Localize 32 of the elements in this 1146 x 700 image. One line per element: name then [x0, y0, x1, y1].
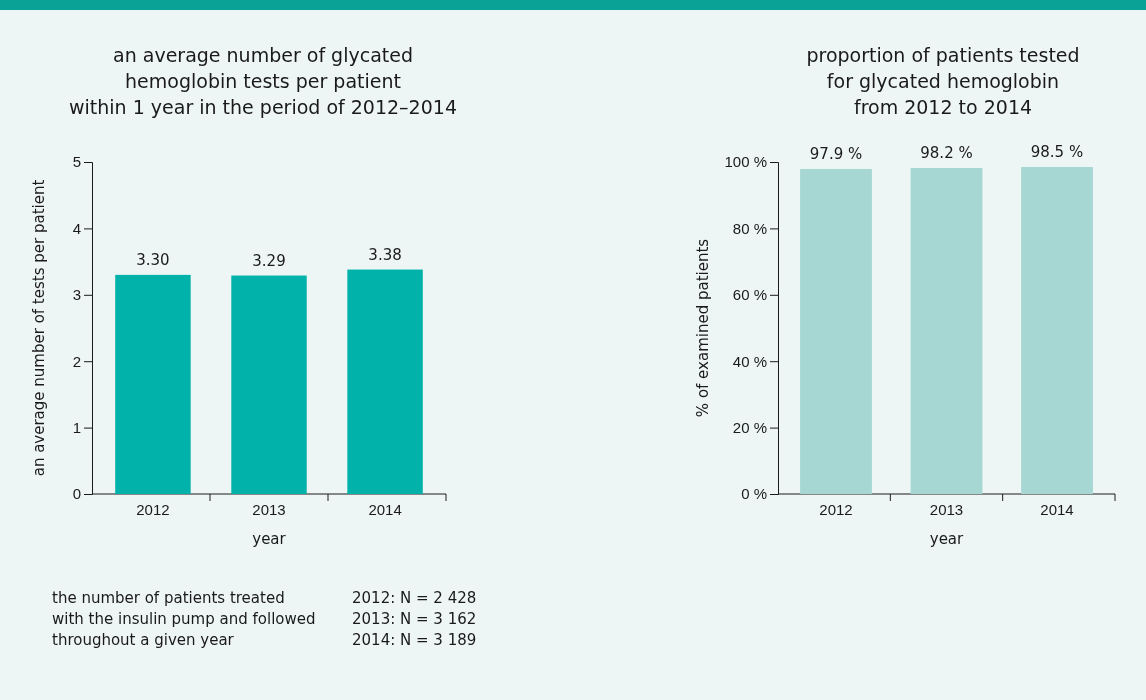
y-tick-label: 100 % [724, 153, 767, 171]
data-label: 98.2 % [920, 143, 973, 162]
x-tick-label: 2012 [136, 501, 170, 518]
data-label: 97.9 % [809, 144, 863, 163]
x-tick-label: 2014 [368, 501, 402, 518]
y-axis-title: an average number of tests per patient [30, 179, 48, 477]
data-label: 3.38 [368, 245, 402, 264]
y-tick-label: 4 [72, 219, 81, 237]
data-label: 98.5 % [1030, 142, 1084, 161]
data-label: 3.29 [252, 251, 286, 270]
y-tick-label: 60 % [732, 286, 767, 304]
y-tick-label: 20 % [732, 418, 767, 436]
y-tick-label: 80 % [732, 219, 767, 237]
y-axis-title: % of examined patients [694, 238, 712, 418]
y-tick-label: 0 % [741, 485, 767, 503]
chart-title: proportion of patients tested for glycated hemoglobin from 2012 to 2014 [806, 44, 1080, 118]
text: 2012: N = 2 428 2013: N = 3 162 2014: N = 3 189 [352, 589, 477, 649]
x-axis-title: year [929, 530, 965, 548]
y-tick-label: 3 [72, 286, 81, 304]
y-tick-label: 1 [72, 418, 81, 436]
x-tick-label: 2014 [1040, 501, 1074, 518]
y-tick-label: 2 [72, 352, 81, 370]
y-tick-label: 5 [72, 153, 81, 171]
x-tick-label: 2012 [819, 501, 853, 518]
x-tick-label: 2013 [252, 501, 286, 518]
chart-title: an average number of glycated hemoglobin tests per patient within 1 year in the period of 2012–2014 [69, 44, 457, 118]
x-tick-label: 2013 [929, 501, 964, 518]
text: the number of patients treated with the insulin pump and followed throughout a given year [52, 589, 316, 649]
y-tick-label: 40 % [732, 352, 767, 370]
y-tick-label: 0 [72, 485, 81, 503]
data-label: 3.30 [136, 250, 170, 269]
x-axis-title: year [252, 530, 287, 548]
